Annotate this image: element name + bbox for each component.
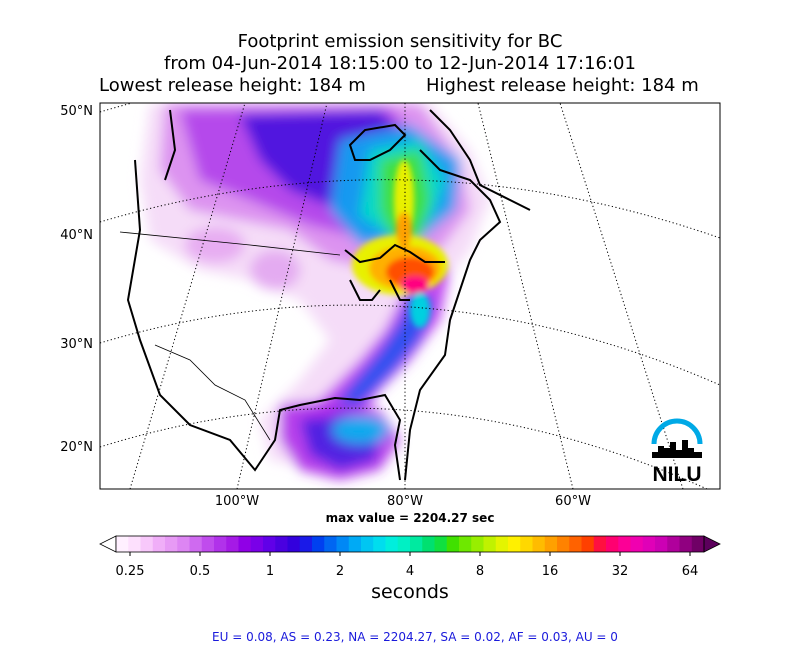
colorbar-tick-label: 32 [612, 564, 629, 579]
colorbar-cell [299, 536, 313, 552]
colorbar-cell [312, 536, 325, 552]
colorbar-cell [532, 536, 546, 552]
colorbar-tick-label: 0.5 [190, 564, 211, 579]
colorbar-cell [373, 536, 386, 552]
colorbar-cell [422, 536, 435, 552]
chart-subtitle-period: from 04-Jun-2014 18:15:00 to 12-Jun-2014… [164, 53, 636, 74]
colorbar-tick-label: 16 [542, 564, 559, 579]
colorbar-tick-label: 64 [682, 564, 699, 579]
colorbar-cell [214, 536, 227, 552]
lon-tick-label: 100°W [215, 494, 259, 509]
colorbar-cell [116, 536, 129, 552]
colorbar-cell [238, 536, 252, 552]
colorbar-over-arrow [703, 535, 721, 553]
colorbar-cell [630, 536, 644, 552]
colorbar-cell [140, 536, 154, 552]
colorbar-cell [667, 536, 680, 552]
colorbar-under-arrow [99, 535, 117, 553]
colorbar-cell [495, 536, 509, 552]
colorbar-cell [581, 536, 595, 552]
colorbar-cell [385, 536, 399, 552]
colorbar-cell [606, 536, 619, 552]
colorbar-cell [189, 536, 203, 552]
colorbar-cell [483, 536, 497, 552]
colorbar-cell [618, 536, 631, 552]
coastlines [126, 109, 531, 481]
highest-release-height: Highest release height: 184 m [426, 75, 699, 96]
colorbar-cell [593, 536, 607, 552]
colorbar-cell [287, 536, 301, 552]
colorbar-cell [642, 536, 656, 552]
colorbar-cell [569, 536, 582, 552]
colorbar-tick-label: 8 [476, 564, 484, 579]
colorbar-cell [544, 536, 558, 552]
sensitivity-field [140, 103, 490, 480]
colorbar-cell [679, 536, 693, 552]
colorbar-cell [165, 536, 178, 552]
colorbar-cell [250, 536, 264, 552]
lon-tick-label: 80°W [387, 494, 423, 509]
borders [119, 231, 341, 441]
colorbar-cell [434, 536, 448, 552]
lat-tick-label: 50°N [60, 104, 93, 119]
colorbar-cell [557, 536, 570, 552]
axis-labels: 50°N 40°N 30°N 20°N 100°W 80°W 60°W [60, 104, 591, 509]
colorbar-tick-label: 4 [406, 564, 414, 579]
colorbar-cells [99, 535, 721, 553]
region-totals: EU = 0.08, AS = 0.23, NA = 2204.27, SA =… [212, 630, 618, 644]
colorbar-cell [226, 536, 239, 552]
colorbar-cell [508, 536, 521, 552]
colorbar-cell [410, 536, 423, 552]
colorbar-tick-label: 2 [336, 564, 344, 579]
colorbar-cell [128, 536, 141, 552]
lon-tick-label: 60°W [555, 494, 591, 509]
colorbar-ticks: 0.25 0.5 1 2 4 8 16 32 64 [116, 552, 699, 579]
lat-tick-label: 40°N [60, 228, 93, 243]
colorbar-cell [655, 536, 668, 552]
colorbar-cell [397, 536, 411, 552]
nilu-logo: NILU [651, 418, 703, 486]
colorbar-tick-label: 0.25 [116, 564, 145, 579]
colorbar-cell [263, 536, 276, 552]
lat-tick-label: 20°N [60, 440, 93, 455]
colorbar-cell [691, 536, 705, 552]
colorbar-cell [459, 536, 472, 552]
colorbar-cell [152, 536, 166, 552]
colorbar-cell [361, 536, 374, 552]
colorbar-cell [446, 536, 460, 552]
colorbar-unit-label: seconds [371, 581, 449, 603]
colorbar-cell [520, 536, 533, 552]
colorbar-cell [336, 536, 350, 552]
chart-title: Footprint emission sensitivity for BC [237, 31, 563, 52]
colorbar-tick-label: 1 [266, 564, 274, 579]
colorbar-cell [177, 536, 190, 552]
colorbar-cell [201, 536, 215, 552]
colorbar-cell [275, 536, 288, 552]
lowest-release-height: Lowest release height: 184 m [99, 75, 366, 96]
colorbar-cell [324, 536, 337, 552]
colorbar-cell [348, 536, 362, 552]
colorbar-cell [471, 536, 484, 552]
map-frame [99, 102, 721, 490]
lat-tick-label: 30°N [60, 337, 93, 352]
nilu-logo-text: NILU [653, 463, 702, 486]
max-value-label: max value = 2204.27 sec [325, 511, 495, 525]
